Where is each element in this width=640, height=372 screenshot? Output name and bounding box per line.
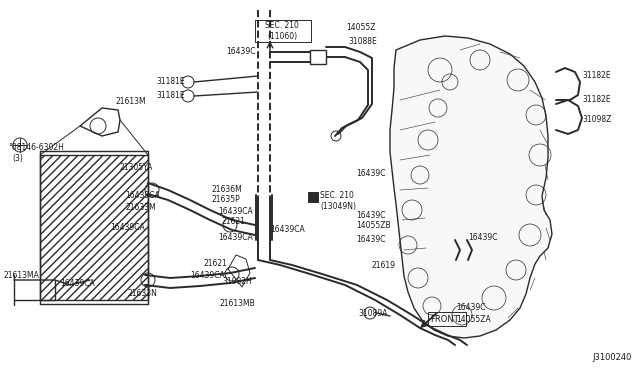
Text: 21613MB: 21613MB [220,299,256,308]
Text: J3100240: J3100240 [593,353,632,362]
Text: 16439CA: 16439CA [60,279,95,289]
Text: 21613MA: 21613MA [4,270,40,279]
Polygon shape [390,36,552,338]
Text: 31089A: 31089A [358,308,387,317]
Text: 16439C: 16439C [356,170,385,179]
Bar [255,20,311,42]
Text: 21619: 21619 [372,260,396,269]
Text: 14055ZA: 14055ZA [456,315,491,324]
Text: 16439C: 16439C [468,234,497,243]
Text: SEC. 210: SEC. 210 [265,22,299,31]
Text: FRONT: FRONT [430,315,459,324]
Text: 21633M: 21633M [125,202,156,212]
Text: 16439C: 16439C [227,48,256,57]
Bar [40,155,148,300]
Text: 21305YA: 21305YA [120,164,154,173]
Text: 31082H: 31082H [222,276,252,285]
Text: 21621: 21621 [204,260,228,269]
Text: 16439CA: 16439CA [125,192,160,201]
Text: 16439C: 16439C [356,211,385,219]
Text: SEC. 210: SEC. 210 [320,192,354,201]
Text: 21613M: 21613M [115,97,146,106]
Text: 16439C: 16439C [456,304,486,312]
Text: 21621: 21621 [222,218,246,227]
Text: 14055Z: 14055Z [346,23,376,32]
Text: 21633N: 21633N [128,289,158,298]
Bar [310,50,326,64]
Text: 16439CA: 16439CA [270,225,305,234]
Text: 31182E: 31182E [582,71,611,80]
Text: 16439CA: 16439CA [218,208,253,217]
Text: 21635P: 21635P [212,196,241,205]
Text: 14055ZB: 14055ZB [356,221,390,231]
Bar [308,192,318,202]
Text: °08146-6302H: °08146-6302H [8,144,64,153]
Text: 31088E: 31088E [348,38,377,46]
Text: 31098Z: 31098Z [582,115,611,125]
Text: 21636M: 21636M [212,185,243,193]
Text: (11060): (11060) [267,32,297,41]
Text: (3): (3) [12,154,23,163]
Text: 31181E: 31181E [156,92,185,100]
Text: 16439CA: 16439CA [190,272,225,280]
Text: 16439CA: 16439CA [110,224,145,232]
Text: 16439C: 16439C [356,235,385,244]
Text: 31181E: 31181E [156,77,185,87]
Text: (13049N): (13049N) [320,202,356,211]
Text: 31182E: 31182E [582,96,611,105]
Text: 16439CA: 16439CA [218,232,253,241]
Bar [428,312,466,326]
